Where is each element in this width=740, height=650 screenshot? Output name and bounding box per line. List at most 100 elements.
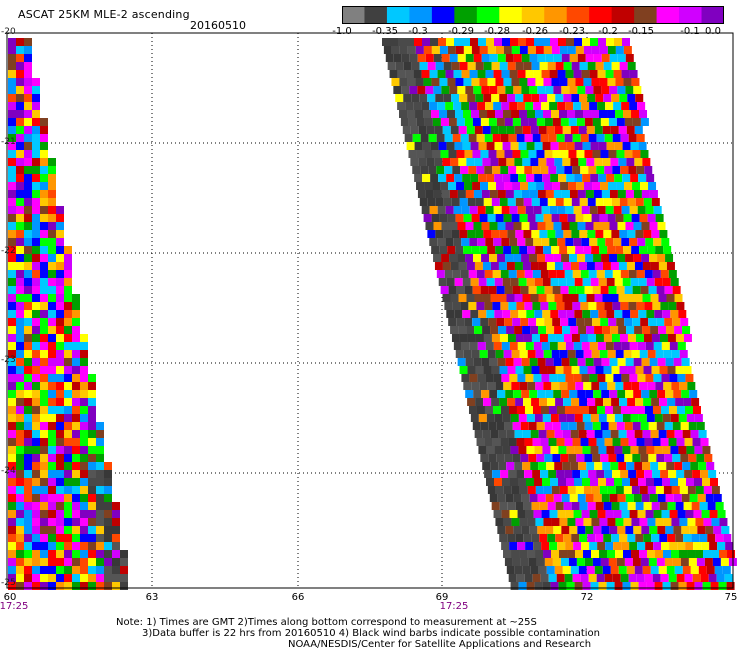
swath-cell — [620, 438, 629, 446]
swath-cell — [598, 478, 606, 486]
swath-cell — [451, 62, 460, 70]
swath-cell — [80, 438, 88, 446]
swath-cell — [615, 350, 624, 358]
swath-cell — [642, 462, 651, 470]
swath-cell — [72, 334, 80, 342]
swath-cell — [553, 358, 562, 366]
swath-cell — [48, 470, 56, 478]
swath-cell — [570, 566, 579, 574]
swath-cell — [96, 510, 104, 518]
swath-cell — [32, 198, 40, 206]
swath-cell — [468, 406, 477, 414]
swath-cell — [641, 358, 650, 366]
swath-cell — [459, 230, 468, 238]
swath-cell — [591, 382, 600, 390]
swath-cell — [656, 454, 665, 462]
swath-cell — [611, 198, 620, 206]
swath-cell — [668, 270, 677, 278]
swath-cell — [463, 46, 472, 54]
swath-cell — [96, 494, 104, 502]
swath-cell — [429, 70, 438, 78]
swath-cell — [674, 294, 683, 302]
swath-cell — [477, 102, 486, 110]
swath-cell — [486, 478, 494, 486]
swath-cell — [563, 502, 572, 510]
swath-cell — [493, 510, 502, 518]
swath-cell — [546, 566, 555, 574]
swath-cell — [652, 438, 661, 446]
swath-cell — [530, 462, 539, 470]
swath-cell — [526, 414, 535, 422]
swath-cell — [538, 462, 547, 470]
swath-cell — [608, 286, 617, 294]
swath-cell — [24, 246, 32, 254]
swath-cell — [56, 318, 64, 326]
swath-cell — [682, 430, 691, 438]
swath-cell — [573, 206, 582, 214]
swath-cell — [16, 342, 24, 350]
swath-cell — [579, 198, 588, 206]
swath-cell — [64, 574, 72, 582]
swath-cell — [88, 486, 96, 494]
swath-cell — [48, 358, 56, 366]
swath-cell — [574, 174, 583, 182]
swath-cell — [48, 422, 56, 430]
swath-cell — [585, 358, 594, 366]
swath-cell — [509, 70, 518, 78]
swath-cell — [660, 438, 669, 446]
swath-cell — [40, 326, 48, 334]
swath-cell — [654, 310, 663, 318]
swath-cell — [565, 238, 574, 246]
swath-cell — [452, 134, 461, 142]
swath-cell — [16, 374, 24, 382]
swath-cell — [440, 150, 449, 158]
swath-cell — [571, 502, 580, 510]
swath-cell — [414, 142, 423, 150]
swath-cell — [486, 142, 495, 150]
swath-cell — [572, 302, 581, 310]
swath-cell — [491, 198, 500, 206]
swath-cell — [635, 502, 644, 510]
swath-cell — [542, 278, 551, 286]
swath-cell — [640, 558, 649, 566]
swath-cell — [16, 406, 24, 414]
swath-cell — [409, 86, 418, 94]
swath-cell — [558, 38, 566, 46]
swath-cell — [519, 214, 528, 222]
swath-cell — [596, 406, 605, 414]
swath-cell — [575, 518, 584, 526]
swath-cell — [472, 318, 481, 326]
swath-cell — [80, 558, 88, 566]
swath-cell — [501, 374, 510, 382]
swath-cell — [588, 406, 597, 414]
swath-cell — [465, 86, 474, 94]
swath-cell — [543, 550, 552, 558]
lat-tick-label: -20 — [1, 27, 16, 37]
swath-cell — [542, 414, 551, 422]
swath-cell — [598, 446, 607, 454]
swath-cell — [607, 486, 616, 494]
swath-cell — [16, 358, 24, 366]
swath-cell — [620, 166, 629, 174]
swath-cell — [534, 38, 542, 46]
swath-cell — [544, 150, 553, 158]
swath-cell — [542, 174, 551, 182]
swath-cell — [561, 86, 570, 94]
swath-cell — [694, 478, 702, 486]
swath-cell — [8, 518, 16, 526]
swath-cell — [24, 422, 32, 430]
swath-cell — [561, 390, 570, 398]
swath-cell — [72, 478, 80, 486]
swath-cell — [24, 38, 32, 46]
swath-cell — [641, 390, 650, 398]
swath-cell — [500, 470, 509, 478]
swath-cell — [24, 206, 32, 214]
swath-cell — [693, 542, 702, 550]
swath-cell — [534, 310, 543, 318]
swath-cell — [24, 438, 32, 446]
swath-cell — [545, 494, 554, 502]
swath-cell — [655, 350, 664, 358]
swath-cell — [595, 230, 604, 238]
swath-cell — [582, 414, 591, 422]
swath-cell — [56, 430, 64, 438]
